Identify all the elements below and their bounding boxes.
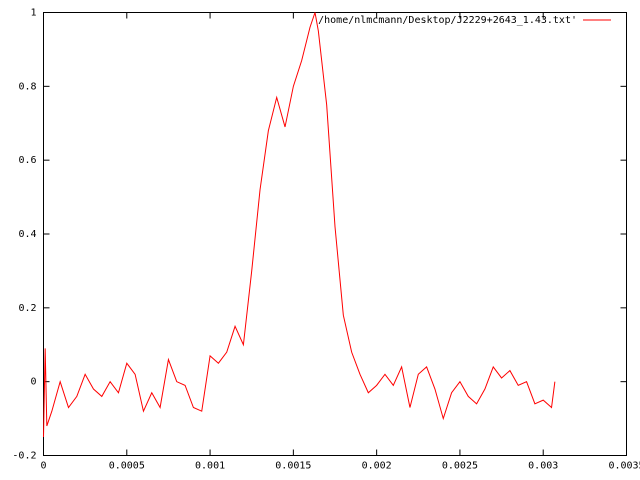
legend-label: /home/nlmcmann/Desktop/J2229+2643_1.43.t…	[318, 15, 577, 26]
x-tick-label: 0.0015	[275, 461, 311, 472]
y-tick-label: -0.2	[12, 451, 36, 462]
y-tick-label: 0.4	[18, 229, 36, 240]
x-tick-label: 0.0005	[109, 461, 145, 472]
y-tick-label: 0.6	[18, 155, 36, 166]
y-tick-label: 0.2	[18, 303, 36, 314]
x-tick-label: 0.002	[362, 461, 392, 472]
series-line	[43, 12, 556, 438]
y-tick-label: 0	[30, 377, 36, 388]
x-tick-label: 0.0025	[442, 461, 478, 472]
y-tick-label: 0.8	[18, 81, 36, 92]
x-tick-label: 0	[40, 461, 46, 472]
x-tick-label: 0.001	[195, 461, 225, 472]
x-tick-label: 0.003	[528, 461, 558, 472]
y-tick-label: 1	[30, 8, 36, 19]
x-tick-label: 0.0035	[608, 461, 640, 472]
